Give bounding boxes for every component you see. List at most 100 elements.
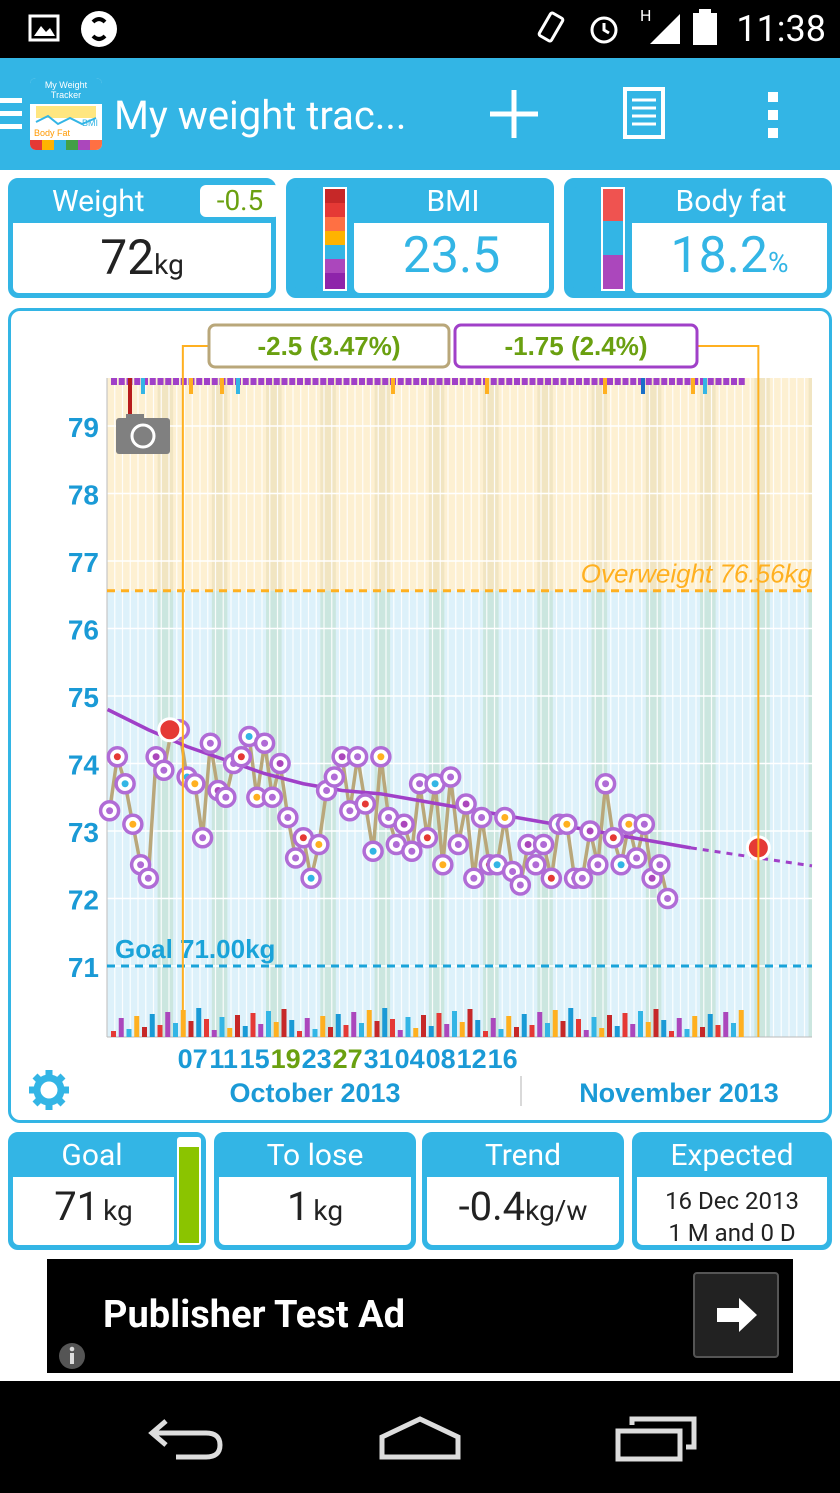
signal-icon	[650, 14, 680, 44]
trend-card[interactable]: Trend -0.4kg/w	[422, 1132, 624, 1250]
top-marker	[490, 378, 497, 385]
weekend-band	[808, 590, 812, 1037]
bottom-bar	[413, 1028, 419, 1037]
logo-line-1: My Weight	[45, 80, 88, 90]
vibrate-icon	[537, 11, 565, 43]
top-marker	[250, 378, 257, 385]
x-tick-label: 08	[426, 1044, 456, 1074]
bottom-bar	[552, 1010, 558, 1037]
bmi-card[interactable]: BMI 23.5	[286, 178, 554, 298]
range-start-line	[181, 345, 211, 1037]
weight-point	[416, 827, 439, 849]
bottom-bar	[529, 1025, 535, 1037]
top-marker-tick	[236, 378, 240, 394]
bottom-bar	[700, 1027, 705, 1037]
bottom-bar	[444, 1024, 450, 1037]
bottom-bar	[614, 1026, 620, 1037]
top-marker	[134, 378, 141, 385]
bottom-bar	[219, 1017, 225, 1037]
top-marker	[715, 378, 722, 385]
weight-point	[199, 732, 222, 754]
app-logo[interactable]: My Weight Tracker BMI Body Fat	[30, 78, 102, 150]
x-tick-label: 07	[178, 1044, 208, 1074]
top-marker	[204, 378, 210, 385]
weight-point	[424, 773, 446, 795]
bottom-bar	[661, 1020, 667, 1037]
trend-value: -0.4	[458, 1183, 526, 1230]
bottom-bar	[382, 1008, 388, 1037]
weight-point	[602, 827, 625, 849]
chart-card[interactable]: 71 72 73 74 75 76 77 78 79 07 11 15 19 23 27 31 04 08 12 16…	[8, 308, 832, 1123]
expected-card[interactable]: Expected 16 Dec 2013 1 M and 0 D	[632, 1132, 832, 1250]
chart-settings-icon[interactable]	[27, 1068, 71, 1112]
top-marker	[475, 378, 482, 385]
top-marker	[684, 378, 691, 385]
bottom-bar	[498, 1029, 504, 1037]
bottom-bar	[738, 1010, 744, 1037]
weekend-band	[808, 378, 812, 591]
top-marker	[157, 378, 164, 385]
to-lose-card[interactable]: To lose 1 kg	[214, 1132, 416, 1250]
ad-banner[interactable]: Publisher Test Ad	[47, 1259, 793, 1373]
weight-point	[587, 854, 609, 876]
top-marker	[622, 378, 629, 385]
x-tick-label: 31	[364, 1044, 394, 1074]
weekend-band	[157, 590, 174, 1037]
x-tick-label: 27	[333, 1044, 363, 1074]
back-icon[interactable]	[146, 1413, 226, 1463]
x-tick-label: 23	[302, 1044, 332, 1074]
ad-info-icon[interactable]	[57, 1341, 87, 1371]
weight-unit: kg	[154, 248, 184, 281]
bottom-bar	[715, 1025, 721, 1037]
top-marker	[320, 378, 327, 385]
goal-label: Goal 71.00kg	[115, 934, 275, 964]
top-marker	[413, 378, 420, 385]
home-icon[interactable]	[376, 1413, 464, 1463]
bottom-bar	[235, 1015, 240, 1037]
bottom-bar	[126, 1029, 132, 1037]
bottom-bar	[351, 1012, 357, 1037]
weekend-band	[754, 590, 770, 1037]
bottom-bar	[669, 1031, 674, 1037]
alarm-icon	[590, 16, 618, 44]
bottom-bar	[684, 1029, 690, 1037]
weight-point	[432, 854, 454, 876]
bodyfat-card[interactable]: Body fat 18.2%	[564, 178, 832, 298]
bottom-bar	[521, 1014, 527, 1037]
list-icon[interactable]	[622, 86, 666, 140]
add-icon[interactable]	[486, 86, 542, 142]
bodyfat-label: Body fat	[675, 184, 787, 219]
expected-date: 16 Dec 2013	[665, 1187, 799, 1215]
drawer-icon[interactable]	[0, 98, 22, 137]
top-marker-tick	[141, 378, 145, 394]
weight-point	[633, 813, 656, 835]
bottom-bar	[304, 1018, 310, 1037]
ad-open-button[interactable]	[693, 1272, 779, 1358]
weight-point	[540, 867, 563, 889]
weight-point	[184, 773, 206, 795]
weight-point	[269, 752, 291, 775]
weight-card[interactable]: Weight -0.5 72kg	[8, 178, 280, 298]
month-label: November 2013	[579, 1078, 779, 1108]
recent-apps-icon[interactable]	[614, 1413, 698, 1463]
top-marker	[351, 378, 358, 385]
weight-point	[261, 786, 284, 808]
weekend-band	[211, 590, 228, 1037]
top-marker	[529, 378, 536, 385]
weight-point	[571, 867, 594, 889]
weight-point	[556, 813, 578, 835]
top-marker	[266, 378, 272, 385]
trend-label: Trend	[484, 1138, 562, 1173]
weight-point	[649, 854, 671, 876]
weekend-band	[537, 378, 553, 591]
arrow-right-icon	[717, 1298, 757, 1332]
weight-chart[interactable]: 71 72 73 74 75 76 77 78 79 07 11 15 19 23 27 31 04 08 12 16…	[11, 311, 829, 1120]
top-marker	[304, 378, 311, 385]
to-lose-label: To lose	[266, 1138, 364, 1173]
overflow-menu-icon[interactable]	[762, 88, 786, 142]
goal-value: 71	[54, 1183, 100, 1230]
to-lose-unit: kg	[313, 1194, 344, 1227]
bottom-bar	[428, 1026, 434, 1037]
goal-card[interactable]: Goal 71 kg	[8, 1132, 206, 1250]
bottom-bar	[560, 1021, 566, 1037]
